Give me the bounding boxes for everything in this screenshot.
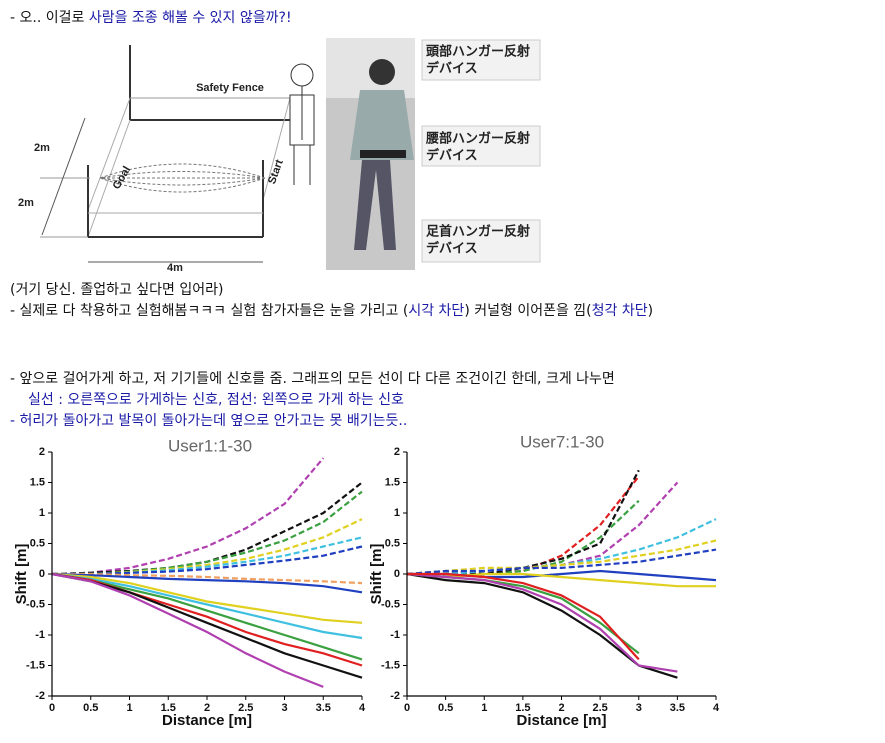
y-tick-label: 0 bbox=[394, 568, 400, 580]
chart-title: User1:1-30 bbox=[168, 436, 252, 455]
trajectory bbox=[407, 572, 640, 661]
x-tick-label: 0 bbox=[404, 702, 410, 714]
y-tick-label: 1 bbox=[394, 507, 400, 519]
y-tick-label: 2 bbox=[39, 446, 45, 458]
y-axis-label: Shift [m] bbox=[368, 544, 385, 605]
trajectory bbox=[406, 539, 717, 576]
x-tick-label: 3.5 bbox=[316, 702, 331, 714]
photo bbox=[326, 38, 415, 270]
trajectory bbox=[406, 469, 640, 576]
y-tick-label: 0 bbox=[39, 568, 45, 580]
highlight: 시각 차단 bbox=[408, 303, 464, 319]
trajectory bbox=[52, 536, 363, 576]
highlight: 청각 차단 bbox=[592, 303, 648, 319]
y-tick-label: 0.5 bbox=[385, 537, 400, 549]
trajectory bbox=[52, 518, 363, 576]
trajectory bbox=[406, 548, 717, 576]
x-tick-label: 1 bbox=[126, 702, 132, 714]
conclusion: - 허리가 돌아가고 발목이 돌아가는데 옆으로 안가고는 못 배기는듯.. bbox=[10, 413, 407, 429]
y-tick-label: -1.5 bbox=[381, 659, 400, 671]
trajectory bbox=[51, 481, 363, 576]
x-tick-label: 2.5 bbox=[238, 702, 253, 714]
trajectory bbox=[406, 475, 640, 579]
trajectory bbox=[406, 572, 678, 673]
intro: - 오.. 이걸로 사람을 조종 해볼 수 있지 않을까?! bbox=[10, 10, 292, 26]
intro-text: - 오.. 이걸로 bbox=[10, 10, 89, 26]
trajectory bbox=[51, 572, 363, 624]
caption: (거기 당신. 졸업하고 싶다면 입어라) bbox=[10, 282, 224, 298]
text: - 실제로 다 착용하고 실험해봄ㅋㅋㅋ 실험 참가자들은 눈을 가리고 ( bbox=[10, 303, 408, 319]
trajectory bbox=[407, 481, 679, 576]
setup-diagram bbox=[40, 45, 315, 263]
x-tick-label: 0 bbox=[49, 702, 55, 714]
x-tick-label: 2 bbox=[558, 702, 564, 714]
y-tick-label: -0.5 bbox=[26, 598, 45, 610]
trajectory bbox=[52, 545, 363, 576]
y-tick-label: 1.5 bbox=[30, 476, 45, 488]
y-tick-label: -2 bbox=[35, 690, 45, 702]
axes bbox=[406, 452, 716, 697]
x-tick-label: 4 bbox=[359, 702, 366, 714]
x-tick-label: 1 bbox=[481, 702, 487, 714]
x-tick-label: 0.5 bbox=[438, 702, 453, 714]
x-tick-label: 1.5 bbox=[161, 702, 176, 714]
start-label: Start bbox=[266, 158, 286, 186]
y-tick-label: 2 bbox=[394, 446, 400, 458]
y-tick-label: -1 bbox=[35, 629, 45, 641]
x-tick-label: 3.5 bbox=[670, 702, 685, 714]
trajectory bbox=[406, 572, 640, 655]
trajectory bbox=[52, 490, 363, 576]
text: ) bbox=[648, 303, 653, 319]
x-axis-label: Distance [m] bbox=[516, 712, 606, 729]
dimension: 2m bbox=[18, 197, 34, 209]
device-label: デバイス bbox=[426, 61, 478, 77]
trajectory bbox=[51, 572, 363, 679]
y-tick-label: 1 bbox=[39, 507, 45, 519]
device-label: 腰部ハンガー反射 bbox=[425, 131, 530, 147]
x-tick-label: 3 bbox=[281, 702, 287, 714]
walk: - 앞으로 걸어가게 하고, 저 기기들에 신호를 줌. 그래프의 모든 선이 … bbox=[10, 371, 615, 387]
y-tick-label: 1.5 bbox=[385, 476, 400, 488]
x-tick-label: 1.5 bbox=[515, 702, 530, 714]
x-tick-label: 3 bbox=[636, 702, 642, 714]
trajectory bbox=[52, 572, 363, 585]
trajectory bbox=[51, 572, 363, 667]
dimension: 4m bbox=[167, 262, 183, 274]
y-tick-label: -2 bbox=[390, 690, 400, 702]
chart-title: User7:1-30 bbox=[520, 432, 604, 451]
x-tick-label: 0.5 bbox=[83, 702, 98, 714]
device-labels bbox=[421, 39, 541, 263]
y-tick-label: 0.5 bbox=[30, 537, 45, 549]
axes bbox=[51, 452, 362, 697]
trajectory bbox=[51, 457, 325, 576]
intro-highlight: 사람을 조종 해볼 수 있지 않을까?! bbox=[89, 10, 292, 26]
device-label: 頭部ハンガー反射 bbox=[426, 44, 530, 60]
y-tick-label: -1 bbox=[390, 629, 400, 641]
fence-label: Safety Fence bbox=[196, 82, 264, 94]
y-axis-label: Shift [m] bbox=[13, 544, 30, 605]
x-tick-label: 2 bbox=[204, 702, 210, 714]
trajectory bbox=[51, 572, 363, 594]
text: ) 커널형 이어폰을 낌( bbox=[464, 303, 591, 319]
device-label: 足首ハンガー反射 bbox=[426, 224, 530, 240]
trajectory bbox=[51, 572, 324, 688]
y-tick-label: -0.5 bbox=[381, 598, 400, 610]
device-label: デバイス bbox=[426, 241, 478, 257]
trajectory bbox=[407, 500, 640, 576]
dimension: 2m bbox=[34, 142, 50, 154]
legend-note: 실선 : 오른쪽으로 가게하는 신호, 점선: 왼쪽으로 가게 하는 신호 bbox=[28, 392, 404, 408]
device-label: デバイス bbox=[426, 148, 478, 164]
trajectory bbox=[51, 572, 363, 640]
experiment: - 실제로 다 착용하고 실험해봄ㅋㅋㅋ 실험 참가자들은 눈을 가리고 (시각… bbox=[10, 303, 653, 319]
x-tick-label: 2.5 bbox=[592, 702, 607, 714]
y-tick-label: -1.5 bbox=[26, 659, 45, 671]
x-axis-label: Distance [m] bbox=[162, 712, 252, 729]
x-tick-label: 4 bbox=[713, 702, 720, 714]
